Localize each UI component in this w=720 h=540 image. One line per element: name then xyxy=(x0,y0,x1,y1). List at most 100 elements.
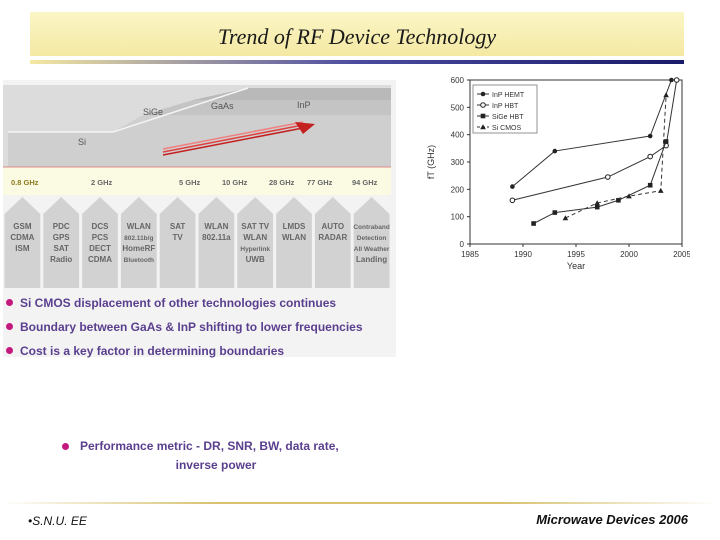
data-point xyxy=(647,133,653,139)
application-label: Contraband xyxy=(353,224,390,231)
technology-label: SiGe xyxy=(143,107,163,117)
application-label: CDMA xyxy=(88,255,112,264)
application-label: 802.11a xyxy=(202,233,231,242)
application-tab xyxy=(43,197,80,288)
application-label: Hyperlink xyxy=(240,246,270,253)
bullet-text: Cost is a key factor in determining boun… xyxy=(20,344,285,358)
application-label: DCS xyxy=(92,222,110,231)
data-point xyxy=(647,182,653,188)
series-line xyxy=(565,95,667,219)
footer-rule xyxy=(0,502,720,504)
x-tick-label: 2005 xyxy=(673,250,690,259)
series-group xyxy=(531,139,669,226)
application-label: Landing xyxy=(356,255,387,264)
x-tick-label: 1985 xyxy=(461,250,479,259)
frequency-band xyxy=(3,167,391,195)
legend-label: Si CMOS xyxy=(492,125,522,132)
application-tab xyxy=(120,197,157,288)
application-tab xyxy=(276,197,312,288)
data-point xyxy=(552,210,558,215)
technology-label: Si xyxy=(78,137,86,147)
metric-line-1: Performance metric - DR, SNR, BW, data r… xyxy=(60,437,400,456)
data-point xyxy=(616,197,621,203)
frequency-label: 10 GHz xyxy=(222,178,248,187)
application-label: WLAN xyxy=(204,222,228,231)
data-point xyxy=(562,215,569,221)
application-label: DECT xyxy=(89,244,111,253)
bullet-item: Si CMOS displacement of other technologi… xyxy=(6,292,394,316)
application-label: RADAR xyxy=(318,233,347,242)
metric-text-1: Performance metric - DR, SNR, BW, data r… xyxy=(80,439,339,453)
frequency-label: 5 GHz xyxy=(179,178,201,187)
legend-box xyxy=(472,84,538,134)
data-point xyxy=(510,184,515,189)
bullet-item: Boundary between GaAs & InP shifting to … xyxy=(6,316,394,340)
data-point xyxy=(647,153,653,160)
application-label: 802.11b/g xyxy=(124,235,153,242)
data-point xyxy=(669,77,674,83)
data-point xyxy=(552,148,558,154)
application-label: WLAN xyxy=(127,222,151,231)
bullet-dot-icon xyxy=(62,443,69,450)
application-label: SAT xyxy=(170,222,186,231)
application-label: WLAN xyxy=(282,233,306,242)
frequency-label: 77 GHz xyxy=(307,178,333,187)
slide-title: Trend of RF Device Technology xyxy=(217,24,497,49)
application-tab xyxy=(82,197,118,288)
application-label: TV xyxy=(172,233,183,242)
data-point xyxy=(626,193,632,199)
technology-label: GaAs xyxy=(211,101,234,111)
metric-text-2: inverse power xyxy=(175,458,257,472)
bullet-text: Boundary between GaAs & InP shifting to … xyxy=(20,320,363,334)
footer-right: Microwave Devices 2006 xyxy=(536,512,688,527)
frequency-label: 2 GHz xyxy=(91,178,113,187)
title-banner: Trend of RF Device Technology xyxy=(30,12,684,56)
gaas-band xyxy=(143,100,391,115)
x-tick-label: 1990 xyxy=(514,250,532,259)
title-underline xyxy=(30,60,684,64)
trend-arrow-line xyxy=(162,124,304,153)
application-label: CDMA xyxy=(10,233,34,242)
data-point xyxy=(594,200,600,206)
bullet-dot-icon xyxy=(6,299,13,306)
application-label: HomeRF xyxy=(122,244,155,253)
bullet-text: Si CMOS displacement of other technologi… xyxy=(20,296,337,310)
performance-metric: Performance metric - DR, SNR, BW, data r… xyxy=(60,437,400,475)
data-point xyxy=(509,197,516,204)
application-label: LMDS xyxy=(283,222,306,231)
legend-label: SiGe HBT xyxy=(492,114,524,121)
application-label: GPS xyxy=(53,233,71,242)
bullet-list: Si CMOS displacement of other technologi… xyxy=(6,292,394,364)
series-group xyxy=(510,77,674,189)
legend-label: InP HEMT xyxy=(492,92,525,99)
sige-band xyxy=(8,115,391,167)
data-point xyxy=(480,91,486,97)
data-point xyxy=(658,187,664,193)
y-tick-label: 600 xyxy=(451,76,465,85)
trend-arrow-line xyxy=(162,127,304,156)
application-tab xyxy=(198,197,235,288)
x-tick-label: 1995 xyxy=(567,250,585,259)
inp-band xyxy=(193,88,391,100)
spectrum-diagram: Si SiGe GaAs InP 0.8 GHz 2 GHz 5 GHz 10 GHz 28 G… xyxy=(3,85,391,288)
frequency-label: 28 GHz xyxy=(269,178,295,187)
application-label: AUTO xyxy=(322,222,345,231)
bullet-dot-icon xyxy=(6,323,13,330)
data-point xyxy=(605,174,611,180)
x-axis-title: Year xyxy=(567,261,585,271)
application-label: SAT TV xyxy=(241,222,270,231)
application-label: Radio xyxy=(50,255,72,264)
data-point xyxy=(480,124,486,130)
data-point xyxy=(480,113,486,119)
frequency-label: 94 GHz xyxy=(352,178,378,187)
trend-arrow-line xyxy=(162,121,304,150)
application-tab xyxy=(159,197,196,288)
series-line xyxy=(533,141,667,224)
band-edge xyxy=(112,87,249,133)
application-label: All Weather xyxy=(354,246,390,253)
data-point xyxy=(663,92,669,98)
data-point xyxy=(673,77,680,83)
y-tick-label: 200 xyxy=(451,185,465,194)
bullet-item: Cost is a key factor in determining boun… xyxy=(6,340,394,364)
technology-label: InP xyxy=(297,100,311,110)
